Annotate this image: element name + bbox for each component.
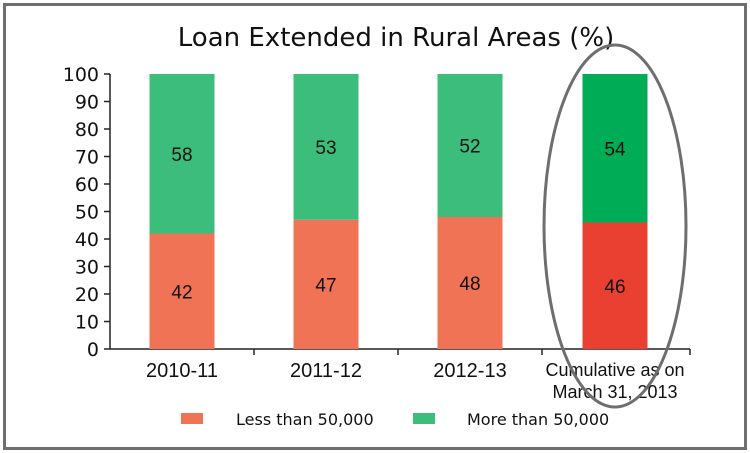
bar-segment [582,74,648,223]
x-category-label: Cumulative as on [545,360,684,380]
axes: 0 10 20 30 40 50 60 70 80 90 100 2010-11 2011-12 2012… [63,43,691,409]
x-category-label: 2011-12 [290,360,362,382]
data-label: 46 [604,277,625,298]
y-tick-label: 20 [75,284,99,306]
y-tick-label: 40 [75,229,99,251]
legend: Less than 50,000 More than 50,000 [181,410,609,429]
data-label: 54 [604,139,626,160]
x-category-label: 2012-13 [433,360,506,382]
bar-segment [582,222,648,349]
data-labels: 42 58 47 53 48 52 46 54 [171,137,626,304]
bar-segment [149,74,215,234]
y-tick-label: 10 [75,312,99,334]
y-tick-label: 70 [75,147,99,169]
chart-title: Loan Extended in Rural Areas (%) [178,23,614,53]
highlight-ellipse [542,43,688,409]
data-label: 42 [171,282,192,303]
bar-segment [437,217,503,349]
y-tick-label: 100 [63,64,99,86]
data-label: 47 [315,275,336,296]
bar-segment [149,233,215,349]
y-tick-label: 60 [75,174,99,196]
legend-label: More than 50,000 [467,410,609,429]
data-label: 58 [171,145,192,166]
bar-segment [293,219,359,349]
x-category-label: March 31, 2013 [552,382,677,402]
y-tick-label: 90 [75,92,99,114]
data-label: 48 [459,274,480,295]
y-tick-label: 30 [75,257,99,279]
bar-segment [293,74,359,220]
bar-segment [437,74,503,217]
legend-label: Less than 50,000 [236,410,374,429]
y-tick-label: 0 [87,339,99,361]
x-category-label: 2010-11 [146,360,218,382]
bars [149,74,648,349]
y-tick-label: 50 [75,202,99,224]
legend-swatch [413,413,435,424]
legend-swatch [181,413,203,424]
data-label: 52 [459,137,480,158]
data-label: 53 [315,138,336,159]
y-tick-label: 80 [75,119,99,141]
